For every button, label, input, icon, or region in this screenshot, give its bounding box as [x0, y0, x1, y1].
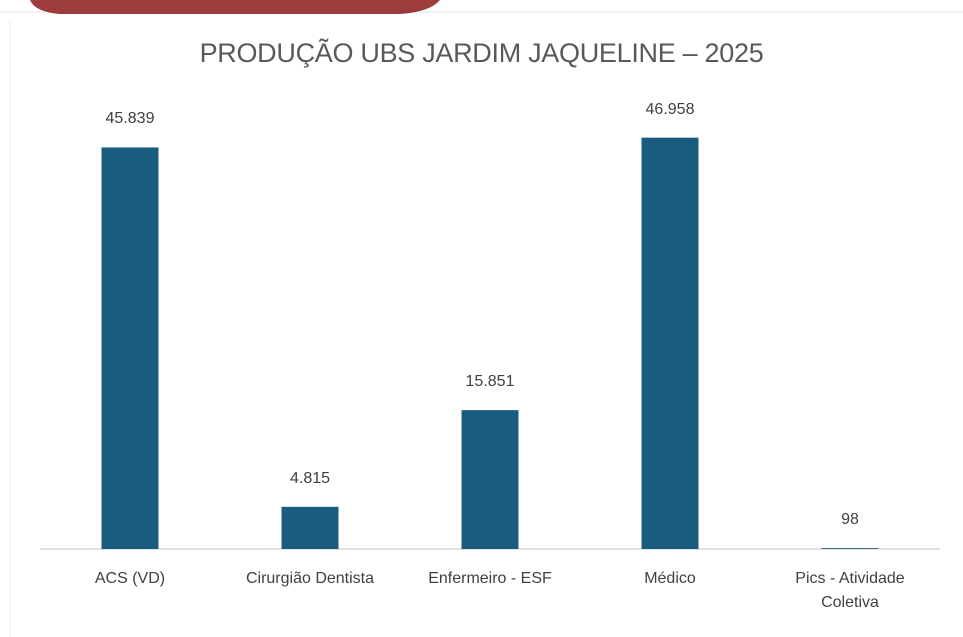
value-label: 98 [841, 511, 859, 529]
bar [281, 506, 339, 549]
bar [461, 410, 519, 549]
decoration [30, 0, 440, 14]
value-label: 4.815 [289, 469, 331, 487]
bar [821, 548, 879, 549]
bar [641, 137, 699, 549]
x-tick-label: ACS (VD) [94, 570, 166, 587]
chart-title: PRODUÇÃO UBS JARDIM JAQUELINE – 2025 [199, 38, 764, 68]
x-tick-label: Médico [644, 570, 696, 587]
value-label: 45.839 [105, 110, 155, 128]
x-tick-label: Cirurgião Dentista [245, 570, 375, 587]
value-label: 15.851 [465, 373, 515, 391]
bar [101, 147, 159, 549]
x-tick-label: Enfermeiro - ESF [428, 570, 552, 587]
x-tick-label: Pics - Atividade Coletiva [795, 570, 905, 611]
value-label: 46.958 [645, 100, 695, 118]
